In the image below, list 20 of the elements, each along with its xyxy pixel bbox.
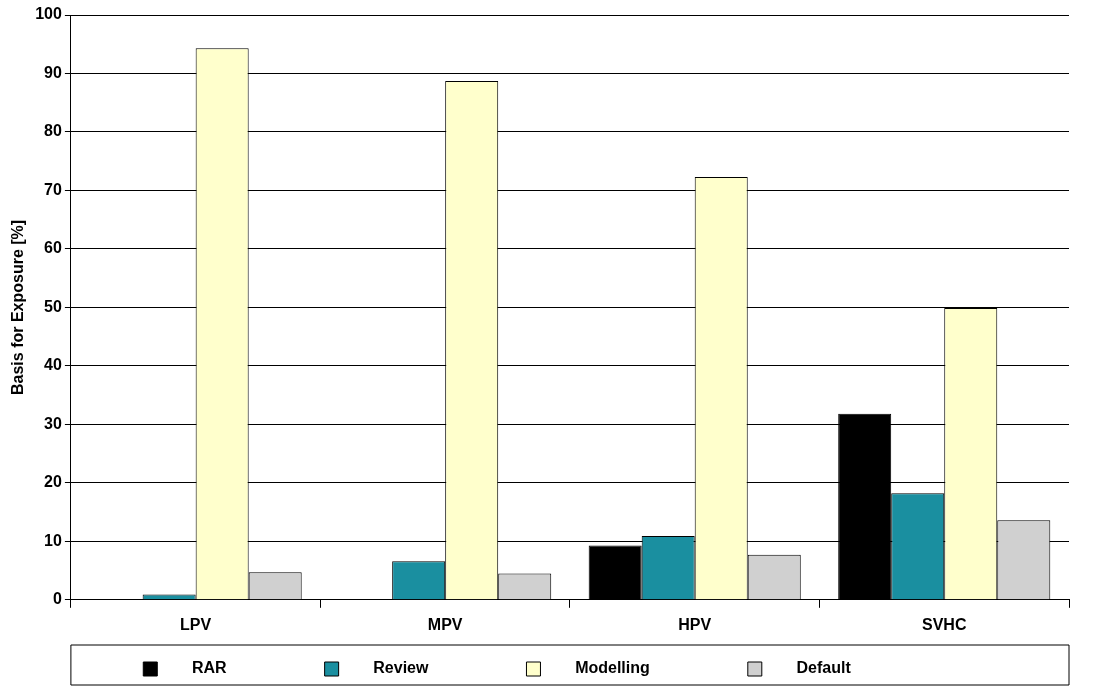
y-tick-label: 10: [44, 531, 62, 549]
y-tick-label: 70: [44, 180, 62, 198]
x-tick-label: MPV: [427, 615, 463, 633]
y-tick-label: 40: [44, 356, 62, 374]
legend-label: Modelling: [548, 659, 730, 677]
x-tick-label: LPV: [180, 615, 212, 633]
legend-label: RAR: [165, 659, 307, 677]
legend-label: Review: [346, 659, 509, 677]
y-tick-label: 0: [52, 590, 62, 608]
x-tick-label: HPV: [678, 615, 712, 633]
y-tick-label: 80: [44, 122, 62, 140]
y-tick-label: 20: [44, 473, 62, 491]
y-tick-label: 60: [44, 239, 62, 257]
y-tick-label: 30: [44, 414, 62, 432]
y-tick-label: 50: [44, 297, 62, 315]
y-axis-title: Basis for Exposure [%]: [9, 219, 27, 395]
y-tick-label: 100: [35, 5, 62, 23]
x-tick-label: SVHC: [922, 615, 967, 633]
y-tick-label: 90: [44, 63, 62, 81]
legend-label: Default: [769, 659, 931, 677]
